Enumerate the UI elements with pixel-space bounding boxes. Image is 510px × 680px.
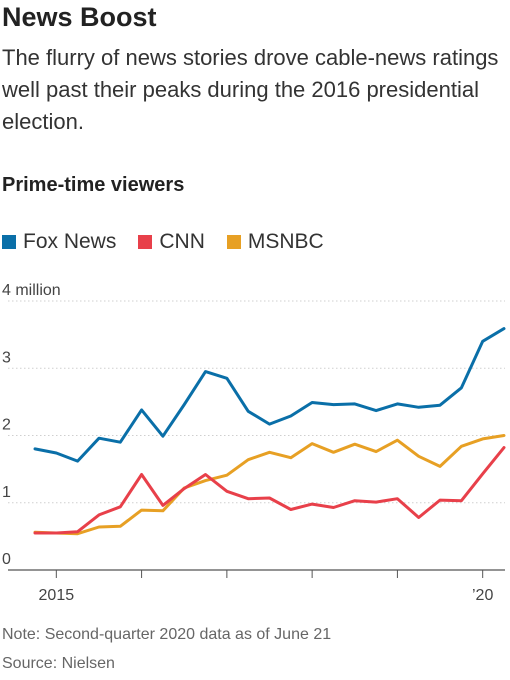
chart-subtitle: The flurry of news stories drove cable-n… xyxy=(2,45,499,134)
y-tick-label: 1 xyxy=(2,484,11,501)
series-line-fox-news xyxy=(33,327,506,463)
section-title: Prime-time viewers xyxy=(2,174,185,196)
line-chart: 0 1 2 3 4 million 2015 ’20 xyxy=(2,282,506,604)
chart-note: Note: Second-quarter 2020 data as of Jun… xyxy=(2,626,332,643)
series-line-cnn xyxy=(33,446,506,535)
y-tick-label: 0 xyxy=(2,551,11,568)
legend-item-fox-news: Fox News xyxy=(2,230,116,254)
y-tick-label: 4 million xyxy=(2,282,61,299)
chart-source: Source: Nielsen xyxy=(2,655,115,672)
legend-swatch-fox-news xyxy=(2,235,16,249)
legend-item-msnbc: MSNBC xyxy=(226,230,324,254)
legend: Fox News CNN MSNBC xyxy=(2,230,346,254)
legend-swatch-msnbc xyxy=(226,235,241,249)
legend-swatch-cnn xyxy=(138,235,153,249)
legend-label-msnbc: MSNBC xyxy=(247,230,324,253)
series-line-msnbc xyxy=(33,434,506,536)
y-tick-label: 2 xyxy=(2,417,11,434)
legend-label-cnn: CNN xyxy=(159,230,205,253)
x-tick-label: 2015 xyxy=(39,587,75,604)
legend-label-fox-news: Fox News xyxy=(23,230,117,253)
legend-item-cnn: CNN xyxy=(138,230,205,254)
y-tick-label: 3 xyxy=(2,349,11,366)
x-tick-label: ’20 xyxy=(472,587,493,604)
chart-title: News Boost xyxy=(2,2,157,32)
